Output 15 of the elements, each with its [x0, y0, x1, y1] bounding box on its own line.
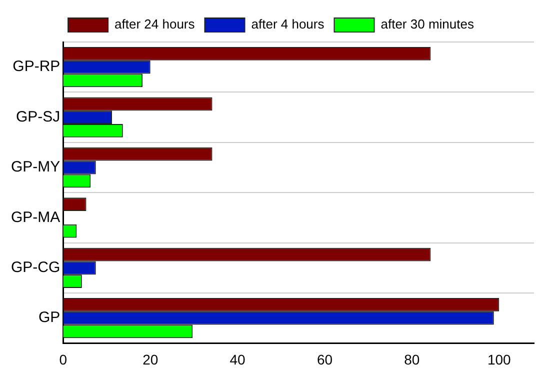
y-tick-label: GP-SJ	[16, 108, 60, 126]
x-tick-label: 100	[487, 351, 512, 368]
y-tick-label: GP	[38, 309, 60, 326]
x-tick-label: 80	[404, 351, 420, 368]
legend-label: after 4 hours	[251, 16, 325, 32]
y-tick-label: GP-CG	[10, 259, 60, 276]
y-tick-label: GP-MY	[10, 158, 60, 176]
x-tick-label: 20	[142, 351, 158, 368]
y-tick-label: GP-RP	[12, 58, 60, 76]
legend-label: after 30 minutes	[380, 16, 474, 32]
y-tick-label: GP-MA	[10, 208, 60, 226]
x-tick-label: 40	[230, 351, 246, 368]
x-tick-label: 60	[316, 351, 333, 368]
legend-label: after 24 hours	[114, 16, 196, 32]
x-tick-label: 0	[59, 351, 68, 368]
